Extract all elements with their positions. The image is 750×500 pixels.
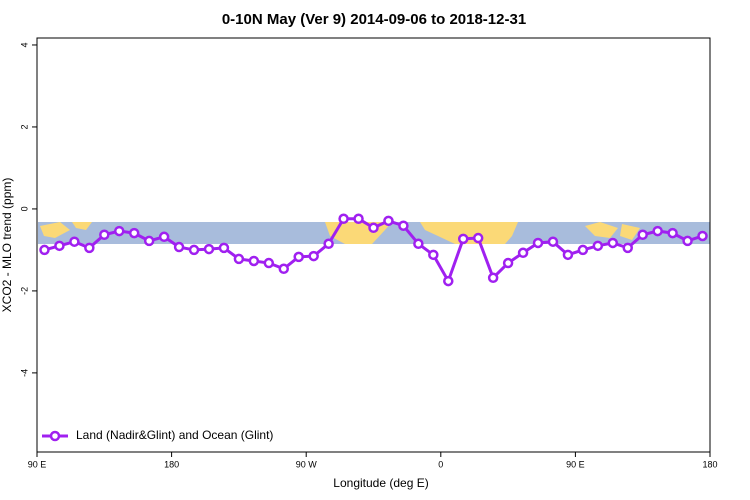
data-point <box>158 231 170 243</box>
data-point <box>398 220 409 231</box>
data-point <box>607 237 619 249</box>
data-point <box>622 242 633 254</box>
data-point <box>443 275 454 287</box>
x-tick-label: 0 <box>438 459 443 469</box>
legend-marker <box>49 430 61 442</box>
y-tick-label: 0 <box>19 206 29 211</box>
data-point <box>383 215 394 227</box>
data-point <box>218 242 230 254</box>
x-tick-label: 180 <box>702 459 717 469</box>
data-point <box>487 272 499 284</box>
data-point <box>517 247 529 259</box>
y-tick-label: -2 <box>19 287 29 295</box>
data-point <box>697 230 708 242</box>
data-point <box>338 213 349 225</box>
x-tick-label: 180 <box>164 459 179 469</box>
data-point <box>173 241 185 253</box>
y-tick-label: 4 <box>19 42 29 47</box>
data-point <box>532 237 544 249</box>
data-point <box>353 213 364 225</box>
data-point <box>368 222 379 234</box>
data-point <box>39 244 50 256</box>
data-point <box>547 236 559 247</box>
y-axis-label: XCO2 - MLO trend (ppm) <box>0 178 14 313</box>
data-point <box>143 235 155 247</box>
plot-frame <box>36 37 711 453</box>
data-point <box>203 243 215 255</box>
data-point <box>69 236 80 247</box>
data-point <box>562 249 574 261</box>
data-point <box>652 225 663 237</box>
x-axis-label: Longitude (deg E) <box>333 476 428 490</box>
data-point <box>577 244 589 256</box>
data-point <box>667 227 678 239</box>
legend: Land (Nadir&Glint) and Ocean (Glint) <box>42 428 273 442</box>
data-point <box>188 244 200 256</box>
x-tick-label: 90 E <box>28 459 47 469</box>
data-point <box>637 229 648 241</box>
data-point <box>54 240 65 252</box>
data-point <box>682 235 693 247</box>
data-point <box>293 251 304 263</box>
data-point <box>413 238 424 250</box>
data-point <box>128 227 140 239</box>
chart-title: 0-10N May (Ver 9) 2014-09-06 to 2018-12-… <box>222 11 526 28</box>
data-point <box>233 253 245 265</box>
data-point <box>308 250 319 262</box>
data-point <box>323 238 334 250</box>
y-tick-label: -4 <box>19 369 29 377</box>
data-point <box>248 255 260 267</box>
legend-label: Land (Nadir&Glint) and Ocean (Glint) <box>76 428 273 442</box>
data-point <box>457 233 469 245</box>
data-point <box>428 249 439 261</box>
x-tick-label: 90 W <box>296 459 318 469</box>
data-point <box>114 225 125 237</box>
data-point <box>263 257 275 269</box>
data-point <box>278 263 290 275</box>
data-point <box>84 242 95 254</box>
data-point <box>592 240 604 252</box>
data-point <box>502 257 514 269</box>
x-tick-label: 90 E <box>566 459 585 469</box>
data-point <box>472 232 484 244</box>
y-tick-label: 2 <box>19 124 29 129</box>
data-point <box>99 229 110 241</box>
